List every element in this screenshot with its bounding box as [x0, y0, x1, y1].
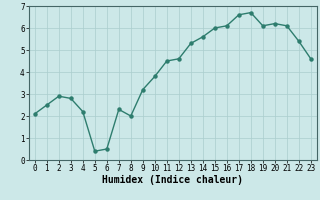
X-axis label: Humidex (Indice chaleur): Humidex (Indice chaleur)	[102, 175, 243, 185]
